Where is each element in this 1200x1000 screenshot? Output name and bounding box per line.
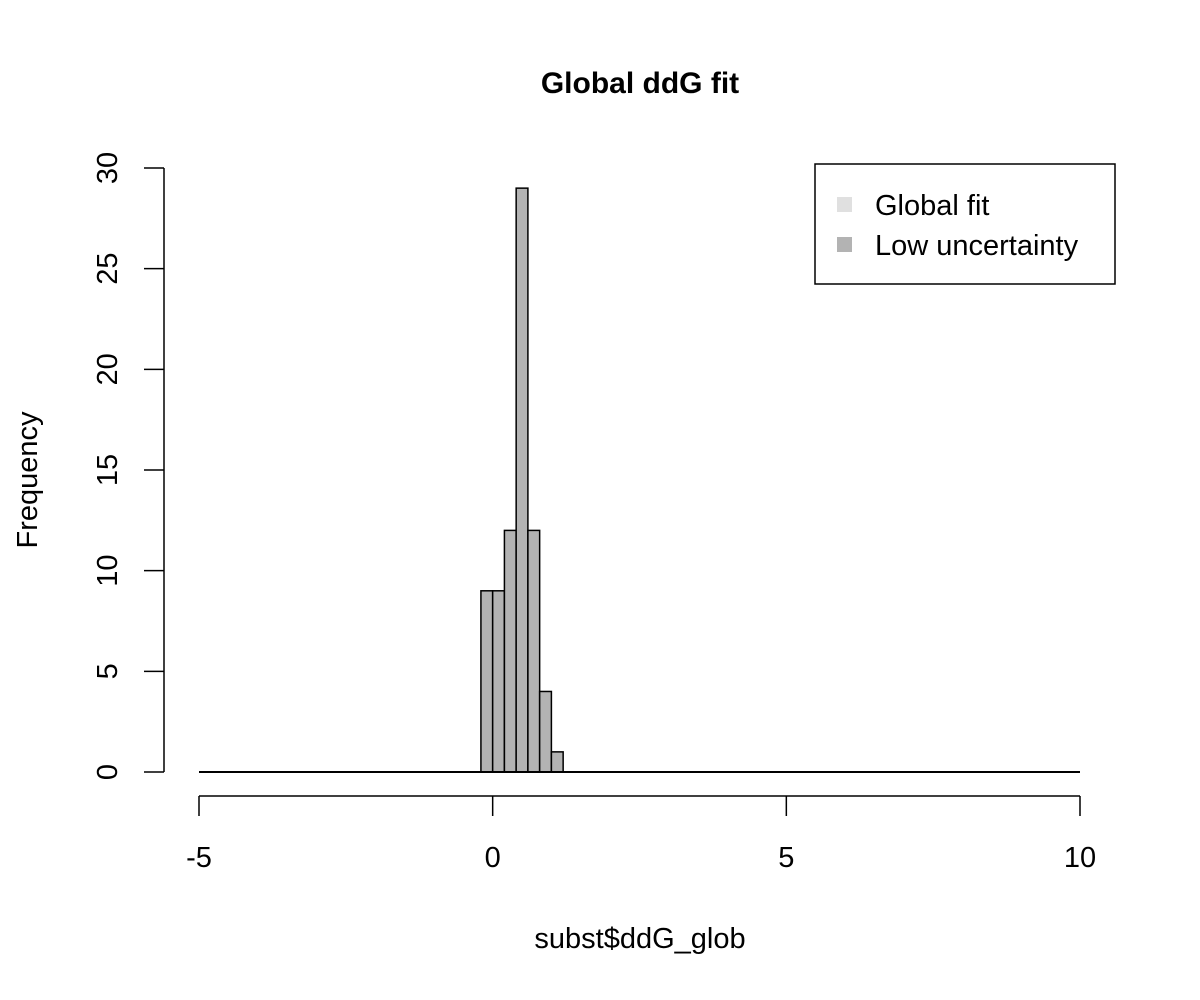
legend: Global fit Low uncertainty	[814, 163, 1116, 285]
x-axis: -5 0 5 10	[186, 795, 1096, 874]
legend-entries: Global fit Low uncertainty	[837, 190, 1079, 262]
x-tick-label: 0	[485, 842, 501, 874]
legend-swatch	[837, 237, 852, 252]
x-tick-label: -5	[186, 842, 212, 874]
histogram-bar	[527, 529, 541, 773]
y-tick-label: 5	[92, 663, 124, 679]
y-tick-label: 0	[92, 764, 124, 780]
histogram-bar	[480, 590, 494, 773]
histogram-bars	[480, 187, 564, 773]
x-tick-label: 5	[778, 842, 794, 874]
legend-label: Global fit	[875, 190, 989, 222]
y-tick-label: 10	[92, 555, 124, 587]
legend-swatch	[837, 197, 852, 212]
histogram-bar	[550, 751, 564, 773]
y-tick-label: 25	[92, 253, 124, 285]
chart-title: Global ddG fit	[541, 67, 739, 100]
histogram-bar	[515, 187, 529, 773]
x-tick-label: 10	[1064, 842, 1096, 874]
x-axis-label: subst$ddG_glob	[534, 923, 745, 955]
y-axis-label: Frequency	[12, 411, 44, 549]
y-tick-label: 15	[92, 454, 124, 486]
y-axis: 0 5 10 15 20 25 30	[92, 152, 165, 780]
histogram-bar	[503, 529, 517, 773]
histogram-bar	[538, 690, 553, 773]
y-tick-label: 30	[92, 152, 124, 184]
histogram-bar	[491, 590, 506, 773]
legend-box	[814, 163, 1116, 285]
y-tick-label: 20	[92, 353, 124, 385]
legend-label: Low uncertainty	[875, 230, 1079, 262]
